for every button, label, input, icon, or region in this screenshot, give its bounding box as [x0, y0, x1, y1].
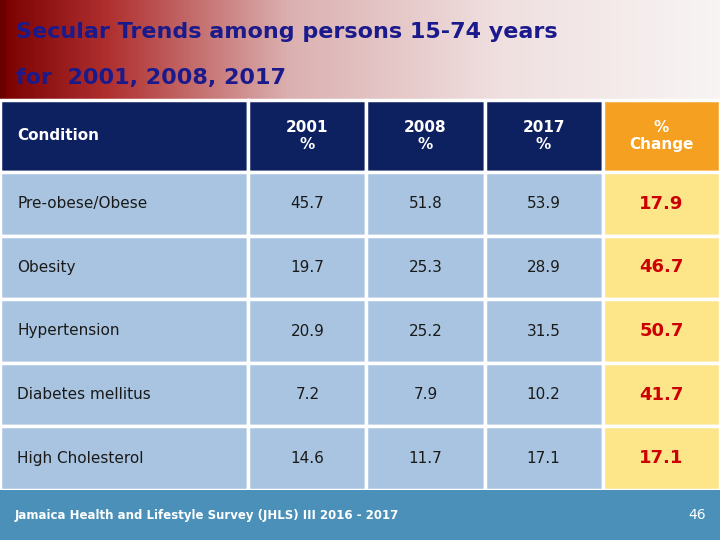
Bar: [603, 299, 720, 363]
Bar: [0, 0, 6, 100]
Bar: [248, 299, 366, 363]
Text: Condition: Condition: [17, 129, 99, 144]
Text: Secular Trends among persons 15-74 years: Secular Trends among persons 15-74 years: [16, 22, 557, 42]
Text: Pre-obese/Obese: Pre-obese/Obese: [17, 197, 148, 211]
Text: 7.2: 7.2: [295, 387, 320, 402]
Text: 14.6: 14.6: [290, 451, 325, 465]
Text: 41.7: 41.7: [639, 386, 683, 403]
Bar: [0, 299, 248, 363]
Bar: [485, 427, 603, 490]
Bar: [485, 299, 603, 363]
Text: 2017
%: 2017 %: [522, 120, 565, 152]
Bar: [603, 427, 720, 490]
Text: 10.2: 10.2: [527, 387, 560, 402]
Text: Hypertension: Hypertension: [17, 323, 120, 339]
Bar: [485, 235, 603, 299]
Bar: [485, 172, 603, 235]
Bar: [248, 172, 366, 235]
Bar: [366, 427, 485, 490]
Bar: [0, 427, 248, 490]
Bar: [248, 363, 366, 427]
Text: 17.1: 17.1: [639, 449, 683, 467]
Text: 19.7: 19.7: [290, 260, 325, 275]
Text: 25.2: 25.2: [409, 323, 442, 339]
Bar: [366, 235, 485, 299]
Bar: [603, 235, 720, 299]
Bar: [0, 100, 248, 172]
Text: 20.9: 20.9: [290, 323, 325, 339]
Bar: [366, 363, 485, 427]
Text: 17.1: 17.1: [527, 451, 560, 465]
Text: 17.9: 17.9: [639, 195, 683, 213]
Text: for  2001, 2008, 2017: for 2001, 2008, 2017: [16, 68, 286, 88]
Bar: [248, 427, 366, 490]
Text: 25.3: 25.3: [408, 260, 443, 275]
Bar: [603, 172, 720, 235]
Text: High Cholesterol: High Cholesterol: [17, 451, 144, 465]
Bar: [366, 299, 485, 363]
Bar: [485, 100, 603, 172]
Text: Obesity: Obesity: [17, 260, 76, 275]
Bar: [0, 172, 248, 235]
Text: 45.7: 45.7: [291, 197, 324, 211]
Text: 2001
%: 2001 %: [286, 120, 329, 152]
Text: Diabetes mellitus: Diabetes mellitus: [17, 387, 151, 402]
Bar: [366, 100, 485, 172]
Text: 51.8: 51.8: [409, 197, 442, 211]
Text: 46.7: 46.7: [639, 259, 683, 276]
Text: 46: 46: [688, 508, 706, 522]
Text: 28.9: 28.9: [526, 260, 561, 275]
Bar: [248, 235, 366, 299]
Bar: [603, 363, 720, 427]
Bar: [366, 172, 485, 235]
Bar: [248, 100, 366, 172]
Bar: [0, 363, 248, 427]
Text: 7.9: 7.9: [413, 387, 438, 402]
Bar: [0, 235, 248, 299]
Bar: [485, 363, 603, 427]
Text: 11.7: 11.7: [409, 451, 442, 465]
Text: 50.7: 50.7: [639, 322, 683, 340]
Bar: [603, 100, 720, 172]
Text: Jamaica Health and Lifestyle Survey (JHLS) III 2016 - 2017: Jamaica Health and Lifestyle Survey (JHL…: [14, 509, 399, 522]
Text: 53.9: 53.9: [526, 197, 561, 211]
Text: 31.5: 31.5: [526, 323, 561, 339]
Text: 2008
%: 2008 %: [404, 120, 447, 152]
Text: %
Change: % Change: [629, 120, 693, 152]
